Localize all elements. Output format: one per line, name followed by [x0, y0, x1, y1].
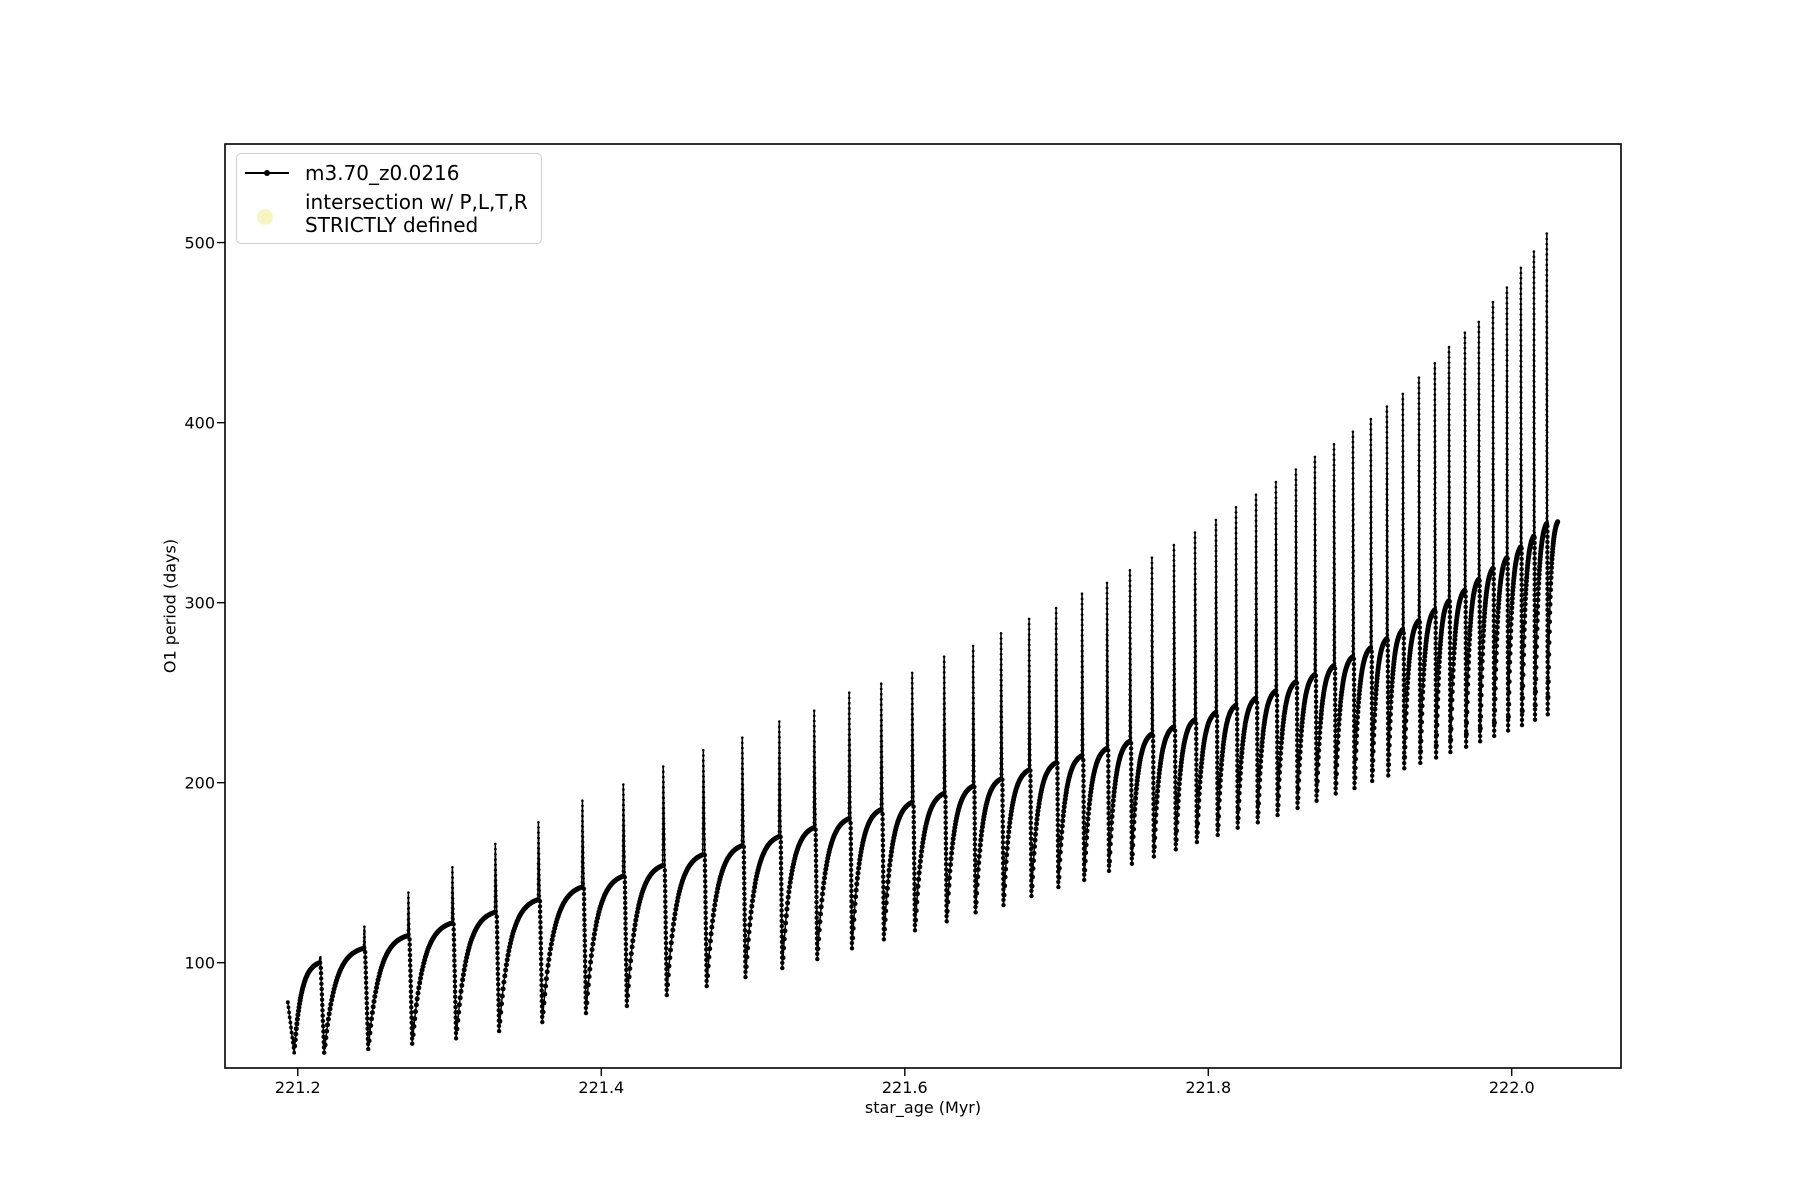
x-tick-label-1: 221.4	[578, 1078, 625, 1097]
series-point-markers	[285, 232, 1561, 1055]
legend: m3.70_z0.0216 intersection w/ P,L,T,R ST…	[236, 153, 542, 244]
y-tick-label-2: 300	[184, 593, 215, 613]
legend-entry-series: m3.70_z0.0216	[237, 160, 541, 187]
y-tick-label-0: 100	[184, 953, 215, 973]
y-tick-label-4: 500	[184, 233, 215, 253]
x-axis-label: star_age (Myr)	[864, 1098, 982, 1117]
axis-tick-marks	[217, 241, 1513, 1076]
x-tick-label-0: 221.2	[274, 1078, 321, 1097]
legend-intersection-label: intersection w/ P,L,T,R STRICTLY defined	[305, 191, 528, 237]
legend-intersection-label-line1: intersection w/ P,L,T,R	[305, 190, 528, 214]
legend-series-label: m3.70_z0.0216	[305, 161, 460, 185]
y-axis-label: O1 period (days)	[160, 538, 180, 674]
x-tick-label-3: 221.8	[1185, 1078, 1232, 1097]
line-with-dot-marker-icon	[245, 170, 289, 176]
circle-marker-icon	[257, 209, 273, 225]
x-tick-label-4: 222.0	[1488, 1078, 1535, 1097]
axes-frame	[224, 143, 1622, 1069]
y-tick-label-1: 200	[184, 773, 215, 793]
y-tick-label-3: 400	[184, 413, 215, 433]
x-tick-label-2: 221.6	[881, 1078, 928, 1097]
legend-intersection-label-line2: STRICTLY defined	[305, 213, 479, 237]
